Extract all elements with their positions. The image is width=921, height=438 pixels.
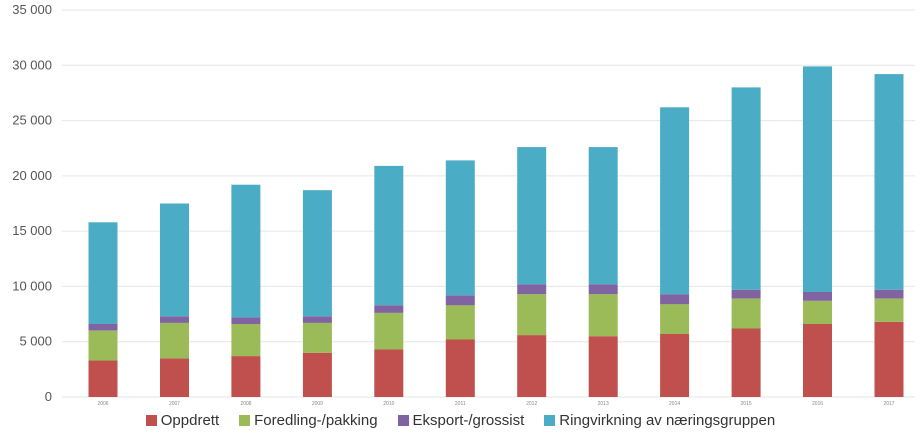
bar-segment [231,324,260,356]
legend-item: Eksport-/grossist [398,412,525,429]
bar-segment [517,147,546,284]
bar-segment [374,350,403,398]
y-tick-label: 5 000 [19,334,52,349]
legend-swatch [146,415,157,426]
legend-label: Eksport-/grossist [413,412,525,429]
bar-segment [660,294,689,304]
bar-segment [660,304,689,334]
bar-segment [89,331,118,361]
bar-segment [732,299,761,329]
bar-segment [231,185,260,318]
bar-segment [160,323,189,358]
bar-segment [803,292,832,301]
bar-segment [803,324,832,397]
bar-segment [803,66,832,292]
bar-segment [303,316,332,323]
x-tick-label: 2016 [812,401,823,407]
bar-segment [803,301,832,324]
bar-segment [732,328,761,397]
x-tick-label: 2012 [526,401,537,407]
chart-svg: 0 5 000 10 000 15 000 20 000 25 000 30 000 35 0… [0,0,921,410]
bar-segment [89,361,118,398]
bar-segment [231,356,260,397]
x-tick-label: 2010 [383,401,394,407]
y-tick-label: 30 000 [12,57,52,72]
bar-segment [875,299,904,322]
legend-label: Oppdrett [161,412,219,429]
bar-segment [875,322,904,397]
bar-segment [160,204,189,317]
y-tick-label: 20 000 [12,168,52,183]
y-tick-label: 15 000 [12,223,52,238]
bar-segment [374,305,403,313]
y-tick-label: 0 [45,389,52,404]
y-tick-label: 25 000 [12,113,52,128]
bar-segment [660,107,689,294]
bar-segment [303,190,332,316]
legend-swatch [239,415,250,426]
bar-segment [303,353,332,397]
x-tick-label: 2008 [240,401,251,407]
bar-segment [589,284,618,294]
bar-segment [660,334,689,397]
bar-segment [732,290,761,299]
legend-swatch [398,415,409,426]
bar-segment [517,284,546,294]
x-tick-label: 2011 [455,401,466,407]
bar-segment [875,74,904,290]
bar-segment [231,317,260,324]
y-tick-label: 10 000 [12,278,52,293]
bar-segment [374,166,403,305]
bar-segment [374,313,403,350]
legend-swatch [544,415,555,426]
bar-segment [517,335,546,397]
bar-segment [589,336,618,397]
bar-segment [160,358,189,397]
x-tick-label: 2007 [169,401,180,407]
bar-segment [589,147,618,284]
x-tick-label: 2014 [669,401,680,407]
bar-segment [446,305,475,339]
legend-item: Ringvirkning av næringsgruppen [544,412,775,429]
bar-segment [446,340,475,398]
x-tick-label: 2017 [883,401,894,407]
legend-label: Foredling-/pakking [254,412,377,429]
x-tick-label: 2015 [741,401,752,407]
bar-segment [303,323,332,353]
bar-segment [89,324,118,331]
bar-segment [875,290,904,299]
bar-segment [89,222,118,324]
x-tick-label: 2009 [312,401,323,407]
legend-item: Oppdrett [146,412,219,429]
bar-segment [732,87,761,289]
legend-item: Foredling-/pakking [239,412,377,429]
x-tick-label: 2013 [598,401,609,407]
bar-segment [446,160,475,295]
bar-segment [446,295,475,305]
legend: Oppdrett Foredling-/pakking Eksport-/gross… [0,412,921,429]
bar-segment [517,294,546,335]
x-tick-label: 2006 [97,401,108,407]
y-tick-label: 35 000 [12,2,52,17]
legend-label: Ringvirkning av næringsgruppen [559,412,775,429]
bar-segment [589,294,618,336]
bar-segment [160,316,189,323]
